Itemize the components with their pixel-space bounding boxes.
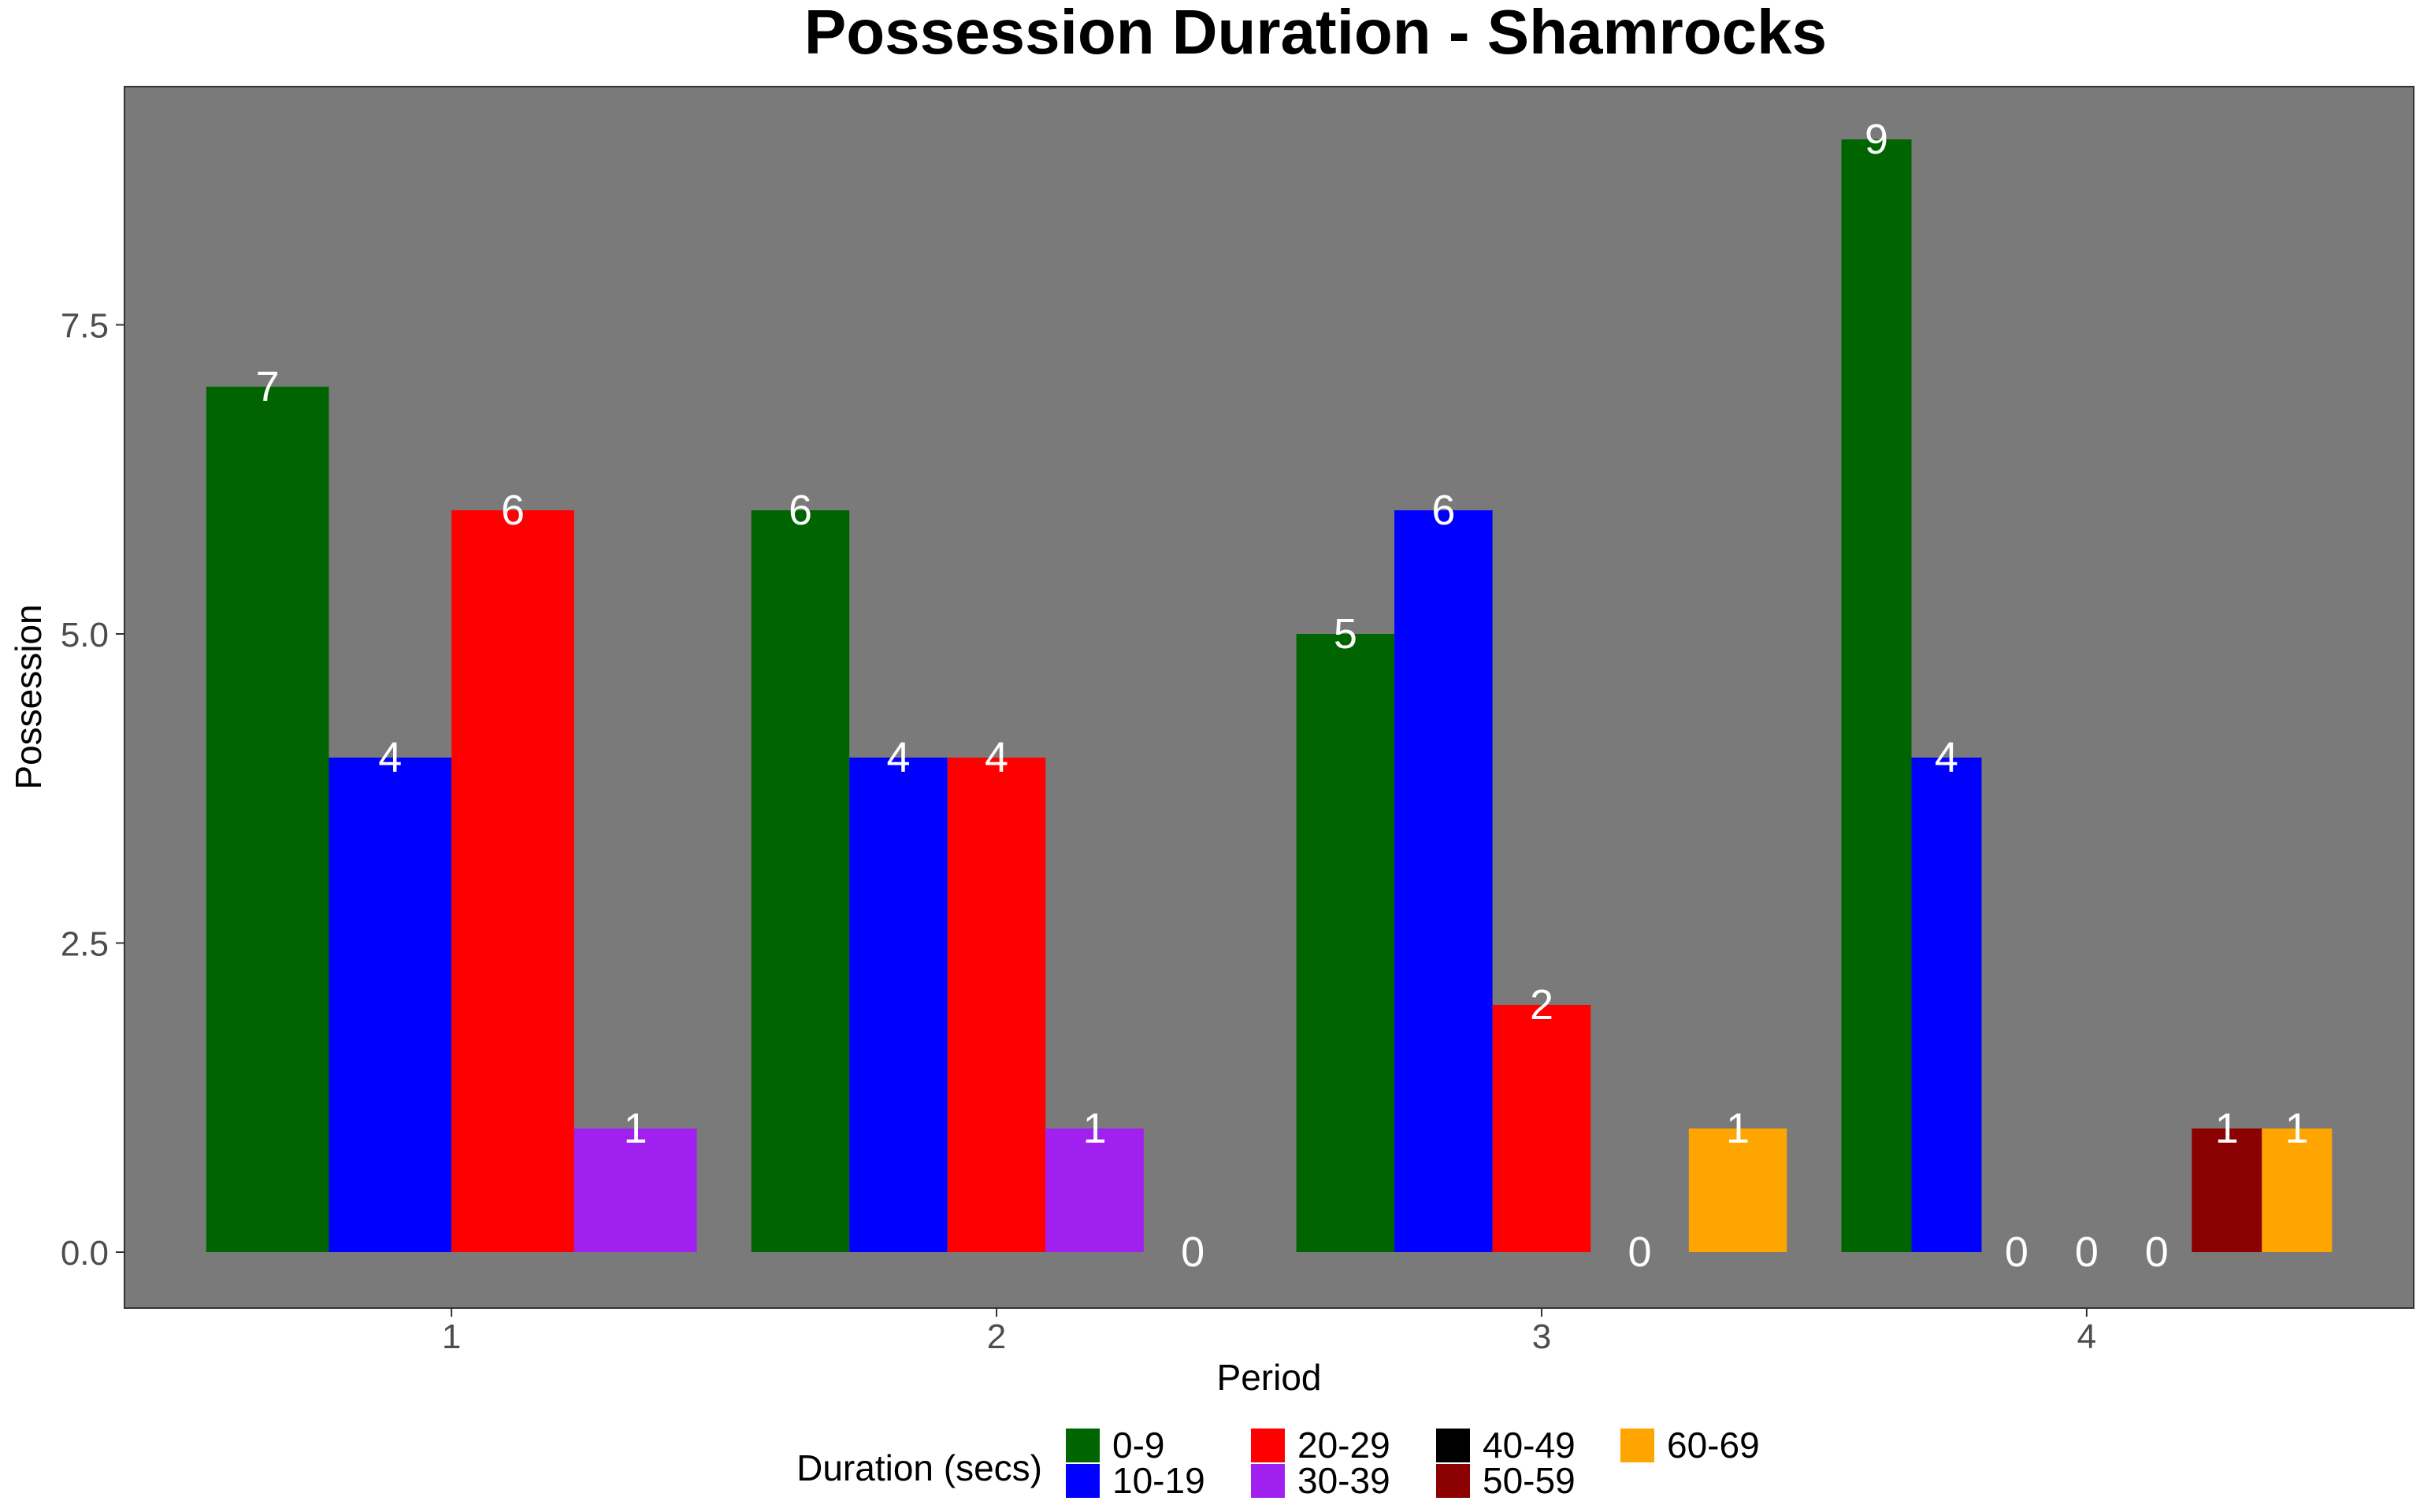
y-axis-title: Possession (8, 604, 49, 789)
y-tick-label: 7.5 (61, 307, 109, 346)
bar-label-period-3-duration-60-69: 1 (1726, 1105, 1750, 1152)
legend-label-30-39: 30-39 (1297, 1460, 1390, 1501)
legend-label-40-49: 40-49 (1483, 1425, 1576, 1466)
x-tick-label: 4 (2077, 1317, 2096, 1356)
x-axis: 1 2 3 4 (442, 1308, 2096, 1356)
legend-key-0-9 (1066, 1429, 1100, 1462)
bar-label-period-3-duration-10-19: 6 (1431, 487, 1455, 534)
y-axis: 0.0 2.5 5.0 7.5 (61, 307, 124, 1273)
bar-label-period-4-duration-20-29: 0 (2005, 1228, 2028, 1276)
x-tick-label: 1 (442, 1317, 461, 1356)
chart-title: Possession Duration - Shamrocks (804, 0, 1827, 67)
bar-label-period-1-duration-20-29: 6 (501, 487, 525, 534)
bar-label-period-3-duration-0-9: 5 (1334, 610, 1357, 658)
bar-label-period-4-duration-60-69: 1 (2285, 1105, 2309, 1152)
bar-label-period-3-duration-20-29: 2 (1530, 981, 1553, 1028)
legend-key-40-49 (1436, 1429, 1470, 1462)
bar-period-3-duration-0-9 (1296, 634, 1395, 1252)
bar-period-4-duration-0-9 (1841, 139, 1912, 1252)
bar-period-4-duration-60-69 (2262, 1128, 2333, 1252)
bar-label-period-4-duration-30-39: 0 (2075, 1228, 2099, 1276)
legend-key-60-69 (1620, 1429, 1654, 1462)
legend-key-50-59 (1436, 1464, 1470, 1498)
legend-label-50-59: 50-59 (1483, 1460, 1576, 1501)
bar-label-period-2-duration-10-19: 4 (886, 734, 910, 781)
bar-label-period-3-duration-50-59: 0 (1628, 1228, 1651, 1276)
bar-label-period-2-duration-20-29: 4 (985, 734, 1008, 781)
legend-key-10-19 (1066, 1464, 1100, 1498)
bar-label-period-1-duration-10-19: 4 (378, 734, 402, 781)
bar-label-period-2-duration-40-49: 0 (1181, 1228, 1204, 1276)
legend-label-60-69: 60-69 (1667, 1425, 1760, 1466)
bar-period-4-duration-50-59 (2192, 1128, 2262, 1252)
bar-period-1-duration-0-9 (206, 387, 329, 1252)
bar-label-period-1-duration-0-9: 7 (256, 363, 280, 410)
bar-period-3-duration-10-19 (1394, 510, 1493, 1252)
bar-period-1-duration-20-29 (451, 510, 574, 1252)
y-tick-label: 2.5 (61, 925, 109, 964)
bar-label-period-1-duration-30-39: 1 (624, 1105, 648, 1152)
x-tick-label: 3 (1532, 1317, 1551, 1356)
bar-period-1-duration-30-39 (573, 1128, 697, 1252)
legend-key-20-29 (1251, 1429, 1285, 1462)
bar-label-period-4-duration-40-49: 0 (2145, 1228, 2169, 1276)
bar-label-period-4-duration-10-19: 4 (1935, 734, 1958, 781)
bar-label-period-4-duration-50-59: 1 (2215, 1105, 2239, 1152)
bar-period-3-duration-20-29 (1492, 1005, 1591, 1252)
y-tick-label: 5.0 (61, 616, 109, 654)
bar-period-4-duration-10-19 (1911, 758, 1982, 1252)
y-tick-label: 0.0 (61, 1234, 109, 1273)
bar-label-period-2-duration-30-39: 1 (1083, 1105, 1107, 1152)
bar-period-1-duration-10-19 (328, 758, 452, 1252)
bar-period-2-duration-0-9 (751, 510, 850, 1252)
bar-label-period-2-duration-0-9: 6 (789, 487, 812, 534)
x-tick-label: 2 (987, 1317, 1006, 1356)
legend-label-0-9: 0-9 (1112, 1425, 1164, 1466)
bars-layer (206, 139, 2333, 1252)
legend-label-20-29: 20-29 (1297, 1425, 1390, 1466)
bar-period-2-duration-20-29 (947, 758, 1046, 1252)
x-axis-title: Period (1217, 1357, 1322, 1398)
bar-period-2-duration-30-39 (1045, 1128, 1144, 1252)
legend-key-30-39 (1251, 1464, 1285, 1498)
legend-title: Duration (secs) (796, 1447, 1042, 1488)
legend-label-10-19: 10-19 (1112, 1460, 1205, 1501)
bar-period-3-duration-60-69 (1688, 1128, 1787, 1252)
bar-label-period-4-duration-0-9: 9 (1865, 116, 1888, 163)
bar-period-2-duration-10-19 (849, 758, 948, 1252)
